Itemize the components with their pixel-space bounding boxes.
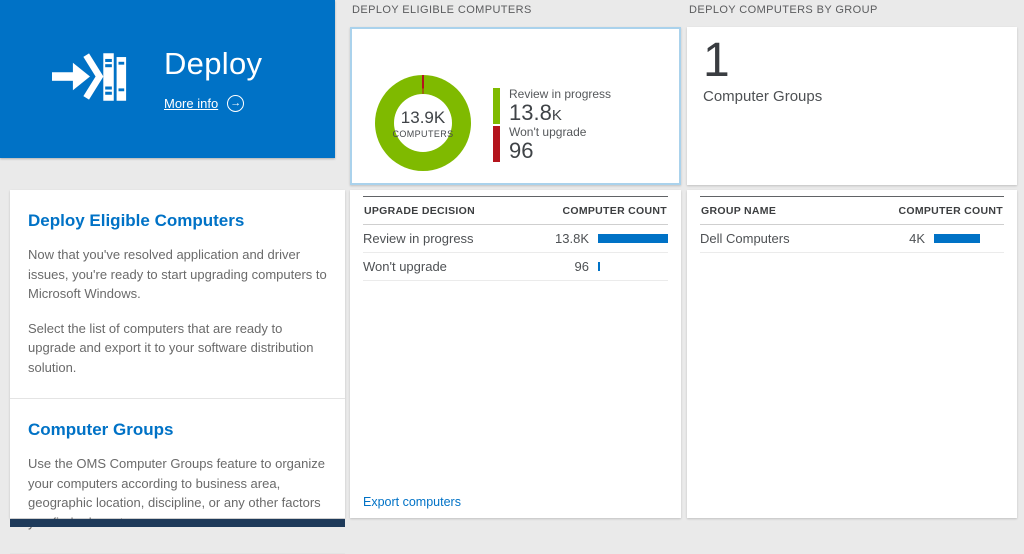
panel-section: Deploy Eligible Computers Now that you've… bbox=[10, 190, 345, 399]
row-value: 96 bbox=[574, 259, 589, 274]
donut-center-label: COMPUTERS bbox=[392, 128, 454, 139]
upgrade-table: UPGRADE DECISION COMPUTER COUNT Review in … bbox=[363, 196, 668, 281]
donut-legend: Review in progress 13.8K Won't upgrade 96 bbox=[493, 87, 612, 164]
panel-paragraph: Use the OMS Computer Groups feature to o… bbox=[28, 456, 325, 530]
panel-paragraph: Now that you've resolved application and… bbox=[28, 247, 327, 301]
panel-section-heading: Deploy Eligible Computers bbox=[28, 211, 245, 230]
column-header: GROUP NAME bbox=[701, 205, 777, 217]
donut-center-value: 13.9K bbox=[400, 107, 446, 127]
section-title-deploy-eligible: DEPLOY ELIGIBLE COMPUTERS bbox=[352, 4, 532, 16]
table-header: UPGRADE DECISION COMPUTER COUNT bbox=[363, 197, 668, 225]
legend-value: 96 bbox=[509, 137, 534, 163]
row-bar bbox=[598, 234, 668, 243]
legend-label: Won't upgrade bbox=[509, 124, 587, 139]
row-label: Dell Computers bbox=[700, 231, 790, 246]
column-header: UPGRADE DECISION bbox=[364, 205, 475, 217]
next-tile-peek bbox=[10, 519, 345, 527]
computer-groups-count: 1 bbox=[703, 34, 730, 87]
table-row[interactable]: Review in progress 13.8K bbox=[363, 225, 668, 253]
column-header: COMPUTER COUNT bbox=[898, 205, 1003, 217]
table-header: GROUP NAME COMPUTER COUNT bbox=[700, 197, 1004, 225]
legend-label: Review in progress bbox=[509, 87, 612, 101]
deploy-eligible-computers-card[interactable]: 13.9K COMPUTERS Review in progress 13.8K W… bbox=[350, 27, 681, 185]
more-info-link[interactable]: More info bbox=[164, 96, 219, 111]
export-computers-link[interactable]: Export computers bbox=[363, 495, 461, 509]
deploy-tile[interactable]: Deploy More info → bbox=[0, 0, 335, 158]
deploy-description-panel: Deploy Eligible Computers Now that you've… bbox=[10, 190, 345, 554]
row-label: Review in progress bbox=[363, 231, 474, 246]
group-name-table-card: GROUP NAME COMPUTER COUNT Dell Computers 4K bbox=[687, 190, 1017, 518]
row-bar bbox=[934, 234, 980, 243]
groups-table: GROUP NAME COMPUTER COUNT Dell Computers 4K bbox=[700, 196, 1004, 253]
legend-swatch bbox=[493, 88, 500, 124]
legend-item: Won't upgrade 96 bbox=[493, 124, 611, 163]
legend-value-suffix: K bbox=[551, 106, 562, 124]
donut-center: 13.9K COMPUTERS bbox=[392, 94, 454, 152]
panel-section: Computer Groups Use the OMS Computer Grou… bbox=[10, 399, 345, 554]
panel-paragraph: Select the list of computers that are re… bbox=[28, 320, 314, 375]
row-bar-zone bbox=[598, 262, 668, 271]
legend-item: Review in progress 13.8K bbox=[493, 87, 612, 125]
row-value: 13.8K bbox=[555, 231, 589, 246]
table-row[interactable]: Dell Computers 4K bbox=[700, 225, 1004, 253]
computer-groups-label: Computer Groups bbox=[703, 87, 823, 105]
row-bar bbox=[598, 262, 601, 271]
section-title-deploy-by-group: DEPLOY COMPUTERS BY GROUP bbox=[689, 4, 878, 16]
left-panel-sections: Deploy Eligible Computers Now that you've… bbox=[10, 190, 345, 554]
row-label: Won't upgrade bbox=[363, 259, 447, 274]
deploy-books-icon bbox=[52, 46, 128, 113]
panel-section-heading: Computer Groups bbox=[28, 420, 174, 439]
legend-text: Won't upgrade 96 bbox=[509, 124, 587, 163]
legend-value: 13.8K bbox=[509, 99, 562, 125]
computer-groups-card[interactable]: 1 Computer Groups bbox=[687, 27, 1017, 185]
row-bar-zone bbox=[934, 234, 1004, 243]
row-bar-zone bbox=[598, 234, 668, 243]
legend-text: Review in progress 13.8K bbox=[509, 87, 612, 125]
upgrade-decision-table-card: UPGRADE DECISION COMPUTER COUNT Review in … bbox=[350, 190, 681, 518]
row-value: 4K bbox=[909, 231, 925, 246]
table-row[interactable]: Won't upgrade 96 bbox=[363, 253, 668, 281]
column-header: COMPUTER COUNT bbox=[562, 205, 667, 217]
legend-swatch bbox=[493, 125, 500, 162]
more-info-arrow-icon[interactable]: → bbox=[227, 95, 245, 112]
deploy-tile-title: Deploy bbox=[164, 46, 263, 81]
